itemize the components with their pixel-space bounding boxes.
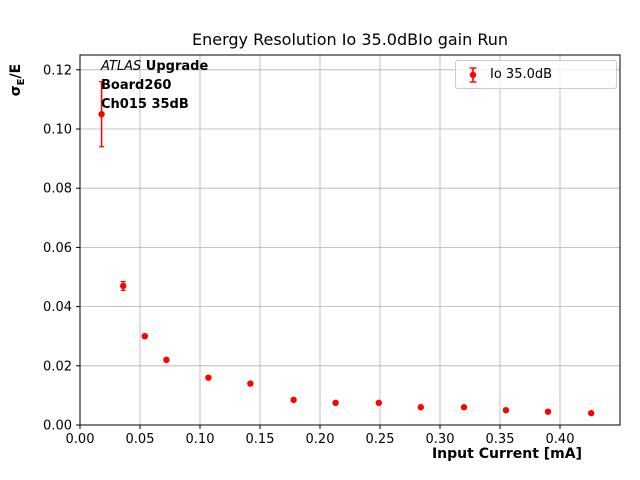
- y-tick-label: 0.02: [43, 359, 72, 374]
- data-point: [120, 282, 127, 290]
- data-point: [163, 356, 170, 364]
- axes-frame: [79, 54, 621, 426]
- x-tick-label: 0.25: [366, 432, 395, 447]
- legend-label: Io 35.0dB: [490, 67, 553, 82]
- legend-errorbar-icon: [469, 66, 477, 83]
- data-point: [205, 374, 212, 381]
- y-axis-label: σE/E: [8, 40, 28, 120]
- x-tick-label: 0.05: [126, 432, 155, 447]
- data-point: [290, 396, 297, 404]
- chart-title: Energy Resolution Io 35.0dBIo gain Run: [191, 30, 509, 49]
- data-point: [588, 409, 595, 417]
- data-point: [375, 399, 382, 406]
- y-tick-label: 0.08: [43, 182, 72, 197]
- annotation-line-3: Ch015 35dB: [101, 97, 189, 112]
- x-tick-label: 0.10: [186, 432, 215, 447]
- data-point: [460, 404, 468, 411]
- annotation-line-2: Board260: [101, 78, 172, 93]
- ylabel-sigma: σ: [8, 85, 24, 97]
- x-tick-label: 0.20: [306, 432, 335, 447]
- y-tick-label: 0.00: [43, 419, 72, 434]
- annotation-atlas: ATLAS: [101, 59, 142, 74]
- x-tick-label: 0.40: [546, 432, 575, 447]
- legend-box: Io 35.0dB: [455, 60, 617, 89]
- data-point: [544, 408, 552, 415]
- data-point: [141, 333, 148, 340]
- annotation-upgrade: Upgrade: [141, 59, 209, 74]
- data-point: [332, 399, 339, 406]
- ylabel-subscript: E: [15, 78, 27, 86]
- data-point: [247, 380, 254, 387]
- y-tick-label: 0.10: [43, 123, 72, 138]
- y-tick-label: 0.12: [43, 63, 72, 78]
- y-tick-label: 0.06: [43, 241, 72, 256]
- y-tick-label: 0.04: [43, 300, 72, 315]
- data-point: [417, 404, 424, 411]
- ylabel-suffix: /E: [8, 63, 24, 79]
- x-tick-label: 0.35: [486, 432, 515, 447]
- annotation-block: ATLAS Upgrade Board260 Ch015 35dB: [101, 57, 208, 114]
- x-tick-label: 0.15: [246, 432, 275, 447]
- x-tick-label: 0.30: [426, 432, 455, 447]
- data-point: [98, 111, 105, 118]
- x-axis-label: Input Current [mA]: [431, 446, 582, 462]
- annotation-line-1: ATLAS Upgrade: [101, 57, 208, 76]
- data-point: [502, 407, 510, 414]
- x-tick-label: 0.00: [66, 432, 95, 447]
